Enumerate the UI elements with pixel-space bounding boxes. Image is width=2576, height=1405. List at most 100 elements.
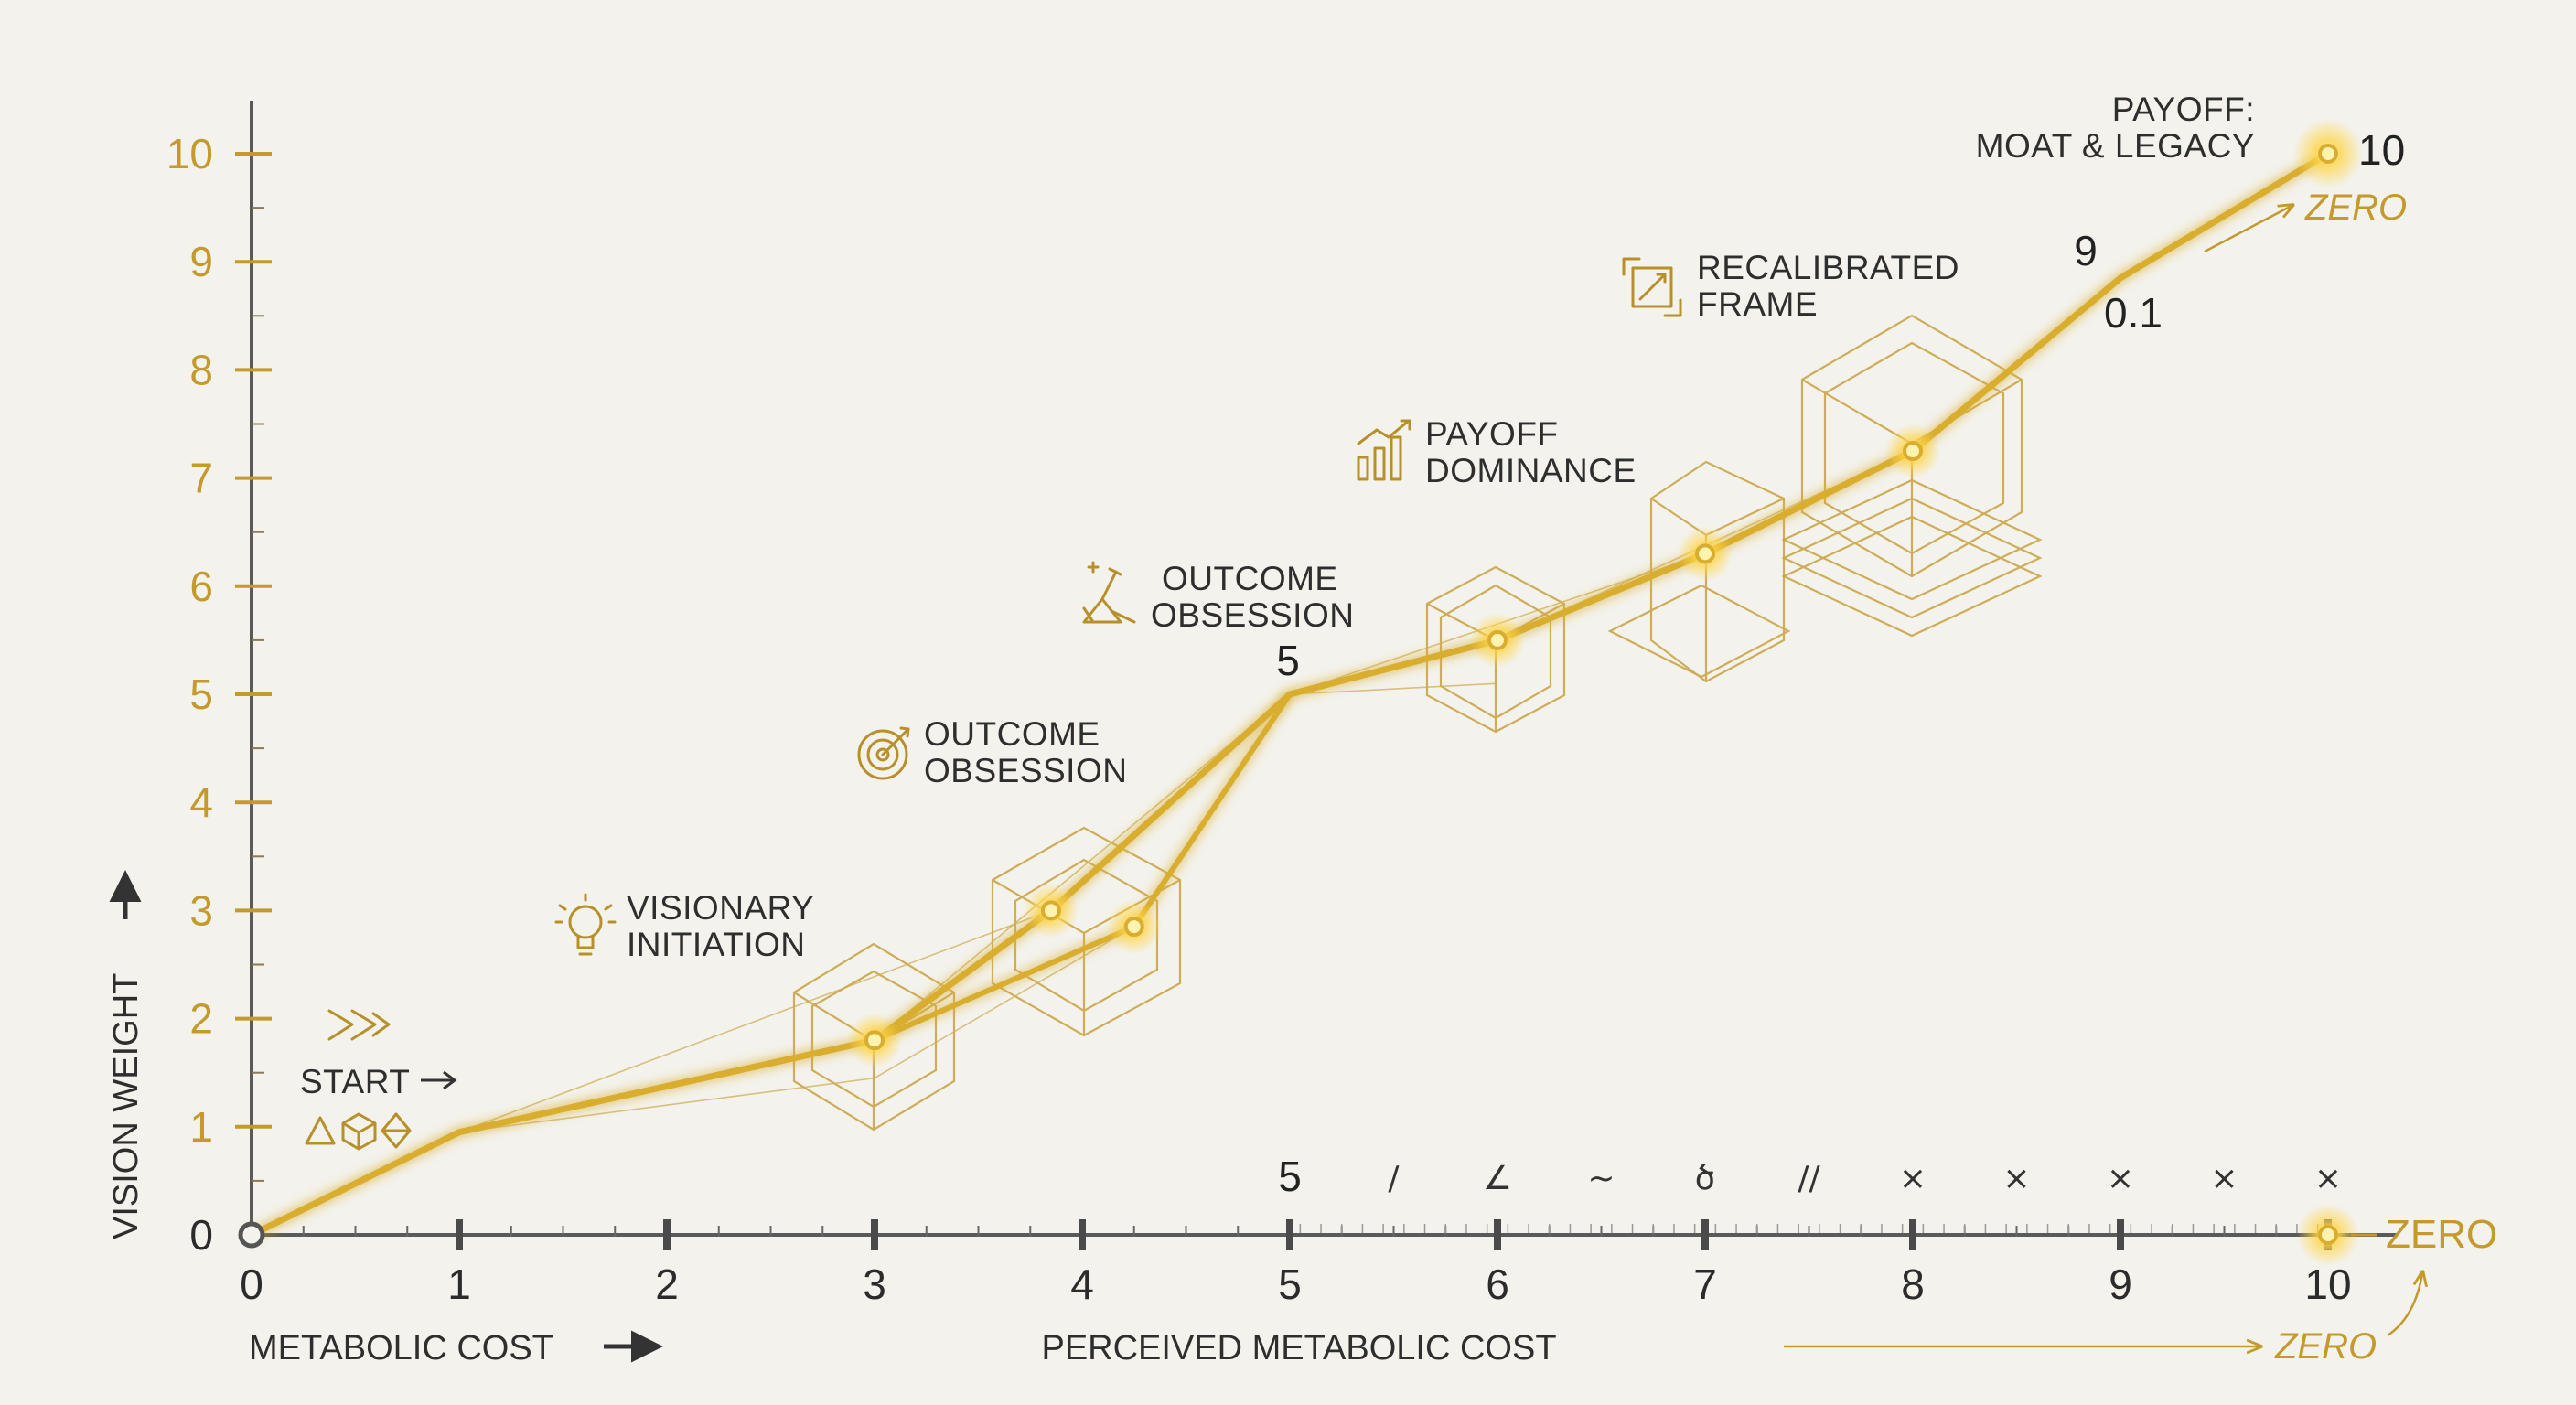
y-ticks: 0 1 2 3 4 5 6 7 8 9 10	[166, 130, 272, 1259]
connector-line-1	[458, 909, 1052, 1133]
annotation-outcome1-line1: OUTCOME	[924, 715, 1100, 753]
target-icon	[857, 726, 910, 780]
point-number-0-1: 0.1	[2104, 289, 2163, 337]
double-chevron-icon	[327, 1009, 391, 1041]
x-tick-label-10: 10	[2304, 1260, 2351, 1308]
perceived-glyph-9: ×	[2314, 1160, 2342, 1197]
point-number-10: 10	[2358, 126, 2405, 174]
x-tick-6	[1494, 1219, 1501, 1250]
annotations: START VISIONARY INITIATION OUTCOME OBSES…	[300, 91, 2255, 1151]
connector-line-3	[874, 693, 1291, 1041]
x-tick-label-0: 0	[240, 1260, 263, 1308]
annotation-outcome2-line1: OUTCOME	[1162, 560, 1338, 597]
x-tick-2	[663, 1219, 671, 1250]
point-number-5: 5	[1276, 637, 1300, 684]
zero-label-bottom: ZERO	[2274, 1326, 2377, 1367]
point-numbers: 5 9 0.1 10	[1276, 126, 2405, 684]
x-tick-label-1: 1	[447, 1260, 471, 1308]
lightbulb-icon	[554, 893, 617, 956]
annotation-recalibrated-line1: RECALIBRATED	[1697, 249, 1959, 286]
y-tick-label-10: 10	[166, 130, 213, 177]
climber-icon	[1082, 561, 1136, 624]
x-tick-label-5: 5	[1278, 1260, 1302, 1308]
x-tick-4	[1079, 1219, 1086, 1250]
perceived-scale-label: 5	[1278, 1153, 1302, 1200]
markers	[238, 119, 2363, 1266]
y-tick-label-9: 9	[189, 238, 213, 285]
x-tick-label-4: 4	[1070, 1260, 1094, 1308]
x-tick-8	[1909, 1219, 1916, 1250]
point-number-9: 9	[2074, 227, 2098, 274]
marker-point-6	[2318, 144, 2338, 164]
y-tick-label-1: 1	[189, 1103, 213, 1151]
annotation-moat-line1: PAYOFF:	[2112, 91, 2255, 128]
y-tick-label-7: 7	[189, 455, 213, 502]
x-minor-ticks	[302, 1224, 2319, 1237]
perceived-glyph-8: ×	[2210, 1160, 2238, 1197]
y-tick-label-4: 4	[189, 778, 213, 826]
y-tick-label-6: 6	[189, 563, 213, 610]
y-tick-label-3: 3	[189, 886, 213, 934]
connector-line-7	[1289, 682, 1498, 695]
marker-point-1	[1040, 900, 1061, 921]
x-axis-title: METABOLIC COST	[249, 1329, 553, 1367]
perceived-glyph-1: ∠	[1483, 1160, 1512, 1197]
axes	[250, 101, 2397, 1237]
x-tick-label-3: 3	[863, 1260, 886, 1308]
x-tick-9	[2117, 1219, 2124, 1250]
x-tick-3	[871, 1219, 878, 1250]
marker-point-2	[1123, 917, 1144, 938]
annotation-recalibrated-line2: FRAME	[1697, 285, 1818, 323]
annotation-outcome2-line2: OBSESSION	[1151, 596, 1354, 634]
x-tick-label-6: 6	[1486, 1260, 1509, 1308]
marker-point-5	[1903, 441, 1923, 462]
annotation-outcome1-line2: OBSESSION	[924, 752, 1127, 789]
frame-icon	[1622, 257, 1682, 317]
marker-point-3	[1487, 629, 1508, 650]
y-tick-label-5: 5	[189, 670, 213, 718]
connector-line-2	[458, 1077, 875, 1133]
y-tick-label-2: 2	[189, 995, 213, 1043]
x-tick-7	[1701, 1219, 1709, 1250]
annotation-payoff-dominance-line2: DOMINANCE	[1425, 452, 1637, 489]
marker-point-4	[1695, 543, 1715, 564]
axis-end-marker	[2318, 1225, 2338, 1245]
y-tick-label-0: 0	[189, 1211, 213, 1259]
connector-line-4	[874, 926, 1135, 1079]
perceived-glyph-0: /	[1388, 1160, 1400, 1197]
zero-label-axis: ZERO	[2386, 1212, 2497, 1257]
y-tick-label-8: 8	[189, 346, 213, 393]
x-tick-1	[456, 1219, 463, 1250]
perceived-glyph-7: ×	[2107, 1160, 2134, 1197]
x-tick-label-2: 2	[655, 1260, 679, 1308]
growth-chart-icon	[1357, 419, 1411, 481]
series-line-main	[250, 150, 2330, 1239]
perceived-glyph-3: ծ	[1695, 1160, 1715, 1197]
zero-label-top: ZERO	[2304, 188, 2407, 228]
zero-labels: ZERO ZERO ZERO	[1784, 188, 2497, 1367]
x-axis-title-perceived: PERCEIVED METABOLIC COST	[1041, 1329, 1556, 1367]
perceived-glyph-2: ~	[1587, 1160, 1615, 1197]
perceived-glyph-5: ×	[1899, 1160, 1927, 1197]
annotation-start: START	[300, 1063, 410, 1100]
marker-point-0	[864, 1030, 885, 1051]
x-tick-5	[1286, 1219, 1293, 1250]
annotation-payoff-dominance-line1: PAYOFF	[1425, 415, 1559, 453]
x-ticks: 0 1 2 3 4 5 6 7 8 9 10	[240, 1219, 2352, 1308]
perceived-scale: 5 / ∠ ~ ծ // × × × × ×	[1278, 1153, 2342, 1200]
perceived-glyph-6: ×	[2002, 1160, 2030, 1197]
origin-marker	[238, 1221, 265, 1249]
y-axis-title: VISION WEIGHT	[107, 973, 145, 1239]
x-tick-label-9: 9	[2109, 1260, 2132, 1308]
perceived-glyph-4: //	[1798, 1160, 1820, 1197]
x-tick-label-8: 8	[1901, 1260, 1925, 1308]
annotation-visionary-line1: VISIONARY	[627, 889, 814, 927]
zero-top-arrow-icon	[2204, 206, 2292, 253]
x-tick-label-7: 7	[1693, 1260, 1717, 1308]
zero-curl-arrow-icon	[2387, 1273, 2422, 1337]
annotation-moat-line2: MOAT & LEGACY	[1976, 127, 2255, 165]
shapes-icon	[305, 1112, 412, 1151]
start-arrow-icon	[421, 1070, 457, 1090]
annotation-visionary-line2: INITIATION	[627, 926, 805, 963]
